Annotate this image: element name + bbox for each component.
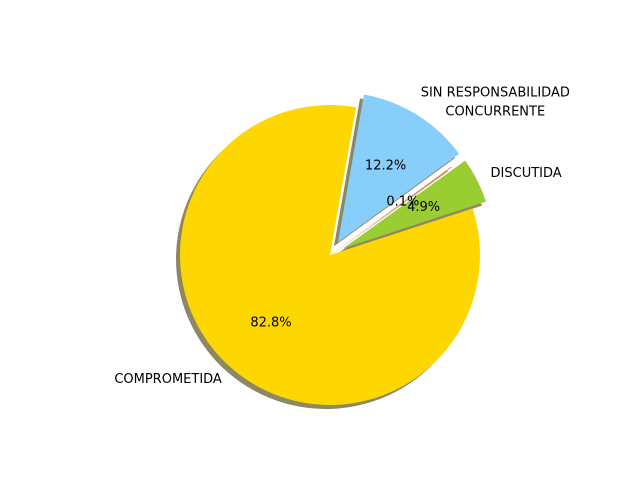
pct-label-slice-2: 0.1% — [386, 195, 419, 210]
pie-slices — [180, 94, 486, 405]
category-label-comprometida: COMPROMETIDA — [114, 372, 222, 387]
pct-label-sin-responsabilidad-concurrente: 12.2% — [365, 158, 406, 173]
pie-slice-discutida — [343, 160, 486, 249]
pie-slice-slice-2 — [330, 166, 452, 255]
pct-label-discutida: 4.9% — [407, 200, 440, 215]
pie-slice-comprometida — [180, 105, 480, 405]
category-label-sin-responsabilidad-concurrente: SIN RESPONSABILIDAD CONCURRENTE — [421, 85, 570, 119]
category-label-discutida: DISCUTIDA — [491, 166, 562, 181]
pie-shadow-slice-2 — [326, 170, 448, 259]
pie-slice-sin-responsabilidad-concurrente — [337, 94, 460, 243]
pie-labels: 82.8% COMPROMETIDA 4.9% DISCUTIDA 0.1% 12.2% S… — [114, 85, 570, 387]
pct-label-comprometida: 82.8% — [250, 315, 291, 330]
